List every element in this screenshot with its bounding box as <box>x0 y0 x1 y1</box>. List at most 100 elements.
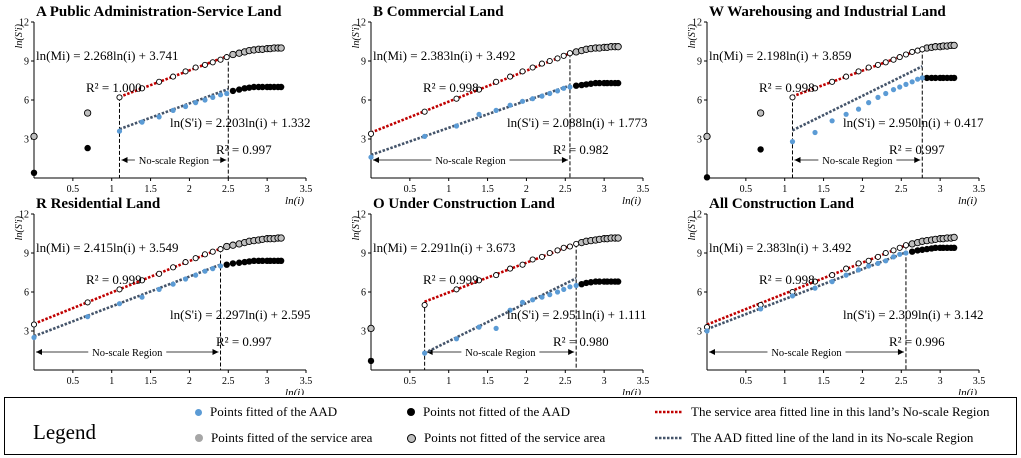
service-fitted-point <box>566 243 573 250</box>
y-tick-label: 12 <box>692 210 702 221</box>
x-tick-label: 2 <box>524 376 529 387</box>
x-tick-label: 2.5 <box>895 376 908 387</box>
aad-fitted-point <box>182 276 189 282</box>
aad-fitted-point <box>31 334 37 341</box>
aad-unfitted-point <box>235 86 243 93</box>
service-fitted-point <box>546 57 553 65</box>
y-tick-label: 6 <box>697 96 702 107</box>
aad-unfitted-point <box>84 144 91 152</box>
aad-fitted-point <box>539 294 545 300</box>
service-fitted-point <box>560 52 567 59</box>
x-tick-label: 1.5 <box>144 376 157 387</box>
no-scale-arrow-right-icon <box>568 349 575 355</box>
aad-fitted-point <box>915 76 921 82</box>
aad-unfitted-point <box>578 81 585 89</box>
aad-unfitted-point <box>250 257 258 264</box>
x-tick-label: 1.5 <box>817 376 830 387</box>
service-fitted-point <box>367 130 375 137</box>
x-tick-label: 0.5 <box>67 376 80 387</box>
aad-fitted-point <box>530 96 536 102</box>
x-tick-label: 3 <box>938 376 943 387</box>
service-fitted-point <box>865 64 872 71</box>
aad-fitted-point <box>903 81 909 87</box>
aad-fitted-point <box>116 301 123 307</box>
x-tick-label: 0.5 <box>740 376 753 387</box>
y-axis-label: ln(S'i) <box>351 23 362 48</box>
service-fitted-point <box>116 94 123 101</box>
y-tick-label: 6 <box>24 96 29 107</box>
service-fitted-point <box>566 50 573 57</box>
service-fitted-point <box>182 68 189 75</box>
aad-fitted-line <box>791 65 923 132</box>
service-fitted-point <box>896 244 903 251</box>
service-unfitted-point <box>277 234 285 242</box>
service-fitted-point <box>890 56 897 63</box>
y-tick-label: 3 <box>697 135 702 146</box>
service-r-squared: R² = 0.999 <box>86 272 142 287</box>
aad-unfitted-point <box>932 244 939 251</box>
service-unfitted-point <box>703 132 711 141</box>
legend-label-service-fitted: Points fitted of the service area <box>211 430 373 445</box>
y-tick-label: 9 <box>24 57 29 68</box>
service-unfitted-point <box>614 43 622 51</box>
aad-equation: ln(S'i) = 2.309ln(i) + 3.142 <box>843 307 984 322</box>
aad-unfitted-point <box>259 83 266 91</box>
aad-unfitted-point <box>229 87 237 95</box>
aad-fitted-point <box>903 250 909 256</box>
service-fitted-point <box>554 247 561 254</box>
aad-fitted-line <box>33 263 221 338</box>
aad-fitted-point <box>422 350 428 356</box>
service-fitted-point <box>896 54 903 61</box>
x-tick-label: 3.5 <box>637 184 650 195</box>
aad-fitted-point <box>116 128 123 134</box>
no-scale-arrow-left-icon <box>794 157 801 163</box>
aad-fitted-line <box>424 277 577 355</box>
chart-title: R Residential Land <box>36 196 161 212</box>
aad-fitted-point <box>476 111 482 117</box>
service-fitted-point <box>138 85 146 92</box>
aad-fitted-point <box>202 268 208 274</box>
aad-fitted-point <box>170 107 176 113</box>
service-fitted-point <box>546 249 553 257</box>
chart-title: A Public Administration-Service Land <box>36 4 282 20</box>
y-tick-label: 3 <box>24 327 29 338</box>
y-tick-label: 6 <box>697 288 702 299</box>
aad-unfitted-marker-icon <box>407 408 415 416</box>
x-tick-label: 3.5 <box>300 376 313 387</box>
aad-fitted-point <box>182 103 189 110</box>
service-line-dotted-icon <box>655 410 683 414</box>
x-tick-label: 3.5 <box>973 376 986 387</box>
legend-item-service-fitted: Points fitted of the service area <box>195 430 372 446</box>
aad-unfitted-point <box>223 261 230 268</box>
x-tick-label: 3 <box>265 184 270 195</box>
x-tick-label: 1 <box>446 376 451 387</box>
x-tick-label: 2.5 <box>222 184 235 195</box>
service-equation: ln(Mi) = 2.383ln(i) + 3.492 <box>709 240 852 255</box>
service-r-squared: R² = 0.999 <box>423 272 479 287</box>
no-scale-arrow-left-icon <box>121 157 128 163</box>
x-tick-label: 1 <box>446 184 451 195</box>
x-tick-label: 0.5 <box>740 184 753 195</box>
aad-fitted-point <box>866 263 872 269</box>
x-tick-label: 2 <box>524 184 529 195</box>
chart-title: B Commercial Land <box>373 4 504 20</box>
x-tick-label: 3.5 <box>637 376 650 387</box>
aad-fitted-point <box>217 92 224 98</box>
service-fitted-point <box>217 56 224 63</box>
x-tick-label: 3.5 <box>973 184 986 195</box>
no-scale-label-bg <box>88 345 167 358</box>
no-scale-arrow-right-icon <box>561 157 568 163</box>
aad-unfitted-point <box>908 248 916 255</box>
aad-equation: ln(S'i) = 2.088ln(i) + 1.773 <box>507 115 648 130</box>
x-tick-label: 2 <box>187 184 192 195</box>
aad-fitted-marker-icon <box>195 408 202 416</box>
aad-fitted-point <box>855 106 862 112</box>
service-fitted-line <box>424 242 577 303</box>
y-tick-label: 6 <box>24 288 29 299</box>
x-tick-label: 3 <box>265 376 270 387</box>
service-fitted-point <box>192 64 199 71</box>
aad-r-squared: R² = 0.997 <box>216 334 272 349</box>
service-fitted-point <box>493 78 500 85</box>
aad-fitted-point <box>789 139 796 145</box>
